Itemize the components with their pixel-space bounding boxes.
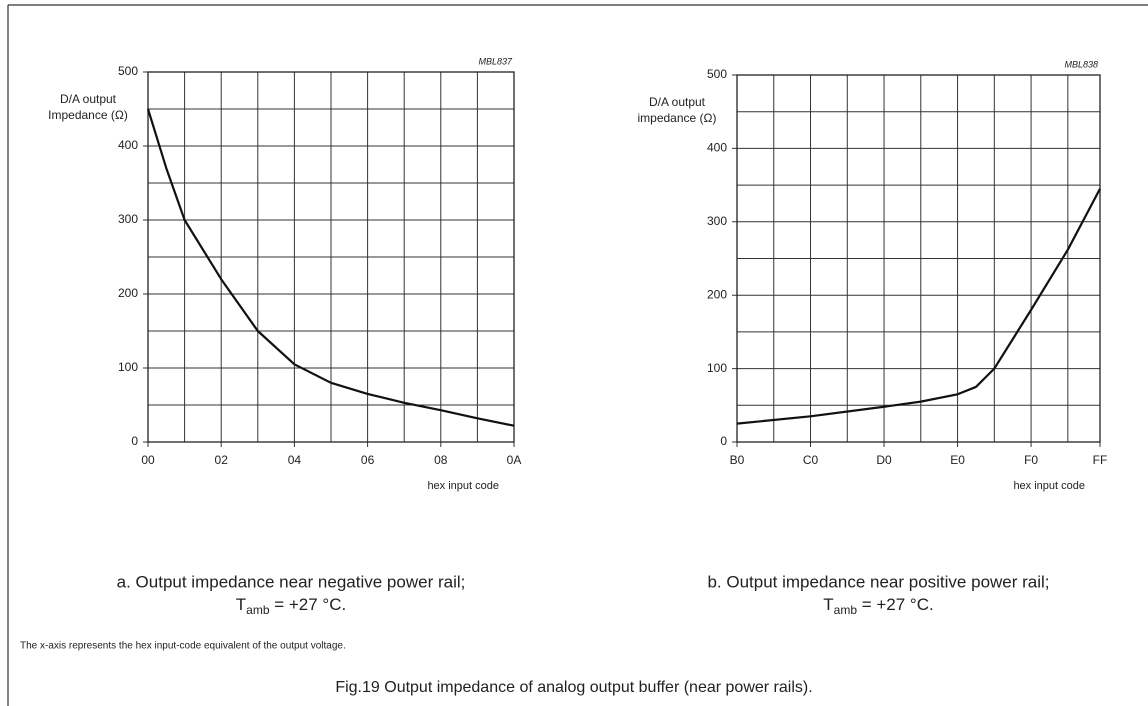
condition-part: amb — [246, 603, 270, 617]
y-tick-label: 100 — [118, 360, 138, 374]
y-axis-label: impedance (Ω) — [637, 111, 716, 125]
y-tick-label: 0 — [720, 434, 727, 448]
y-tick-label: 200 — [707, 287, 727, 301]
condition-part: = +27 °C. — [270, 595, 347, 614]
condition-part: = +27 °C. — [857, 595, 934, 614]
y-axis-label: D/A output — [60, 92, 117, 106]
y-axis-label: D/A output — [649, 95, 706, 109]
x-tick-label: 06 — [361, 453, 375, 467]
y-axis-label: Impedance (Ω) — [48, 108, 128, 122]
note: The x-axis represents the hex input-code… — [20, 641, 346, 652]
x-tick-label: 04 — [288, 453, 302, 467]
chart: B0 C0 D0 E0 F0 FF 0 100 200 300 400 500 MBL838 D/A ou… — [637, 59, 1107, 617]
condition: Tamb = +27 °C. — [236, 595, 346, 617]
x-axis-label: hex input code — [427, 480, 499, 492]
chart-code: MBL838 — [1064, 59, 1098, 69]
y-tick-label: 400 — [118, 138, 138, 152]
condition: Tamb = +27 °C. — [823, 595, 933, 617]
condition-part: amb — [834, 603, 858, 617]
line-series — [736, 188, 1101, 425]
y-tick-label: 400 — [707, 141, 727, 155]
x-axis-label: hex input code — [1013, 480, 1085, 492]
y-tick-label: 300 — [118, 212, 138, 226]
y-tick-label: 0 — [131, 434, 138, 448]
y-tick-label: 300 — [707, 214, 727, 228]
chart-code: MBL837 — [478, 56, 513, 66]
line-series — [146, 108, 515, 427]
caption: a. Output impedance near negative power … — [117, 572, 466, 591]
x-tick-label: F0 — [1024, 453, 1038, 467]
y-tick-label: 500 — [118, 64, 138, 78]
y-tick-label: 500 — [707, 67, 727, 81]
figure-title: Fig.19 Output impedance of analog output… — [335, 679, 812, 696]
caption: b. Output impedance near positive power … — [707, 572, 1049, 591]
x-tick-label: D0 — [876, 453, 892, 467]
plot-frame — [147, 71, 515, 443]
x-tick-label: FF — [1093, 453, 1108, 467]
x-tick-label: E0 — [950, 453, 965, 467]
y-tick-label: 100 — [707, 361, 727, 375]
x-tick-label: 0A — [507, 453, 522, 467]
x-tick-label: C0 — [803, 453, 819, 467]
x-tick-label: B0 — [730, 453, 745, 467]
x-tick-label: 08 — [434, 453, 448, 467]
y-tick-label: 200 — [118, 286, 138, 300]
condition-part: T — [823, 595, 833, 614]
x-tick-label: 02 — [215, 453, 229, 467]
x-tick-label: 00 — [141, 453, 155, 467]
plot-frame — [736, 74, 1101, 443]
chart: 00 02 04 06 08 0A 0 100 200 300 400 500 MBL837 D/A ou… — [48, 56, 521, 617]
condition-part: T — [236, 595, 246, 614]
